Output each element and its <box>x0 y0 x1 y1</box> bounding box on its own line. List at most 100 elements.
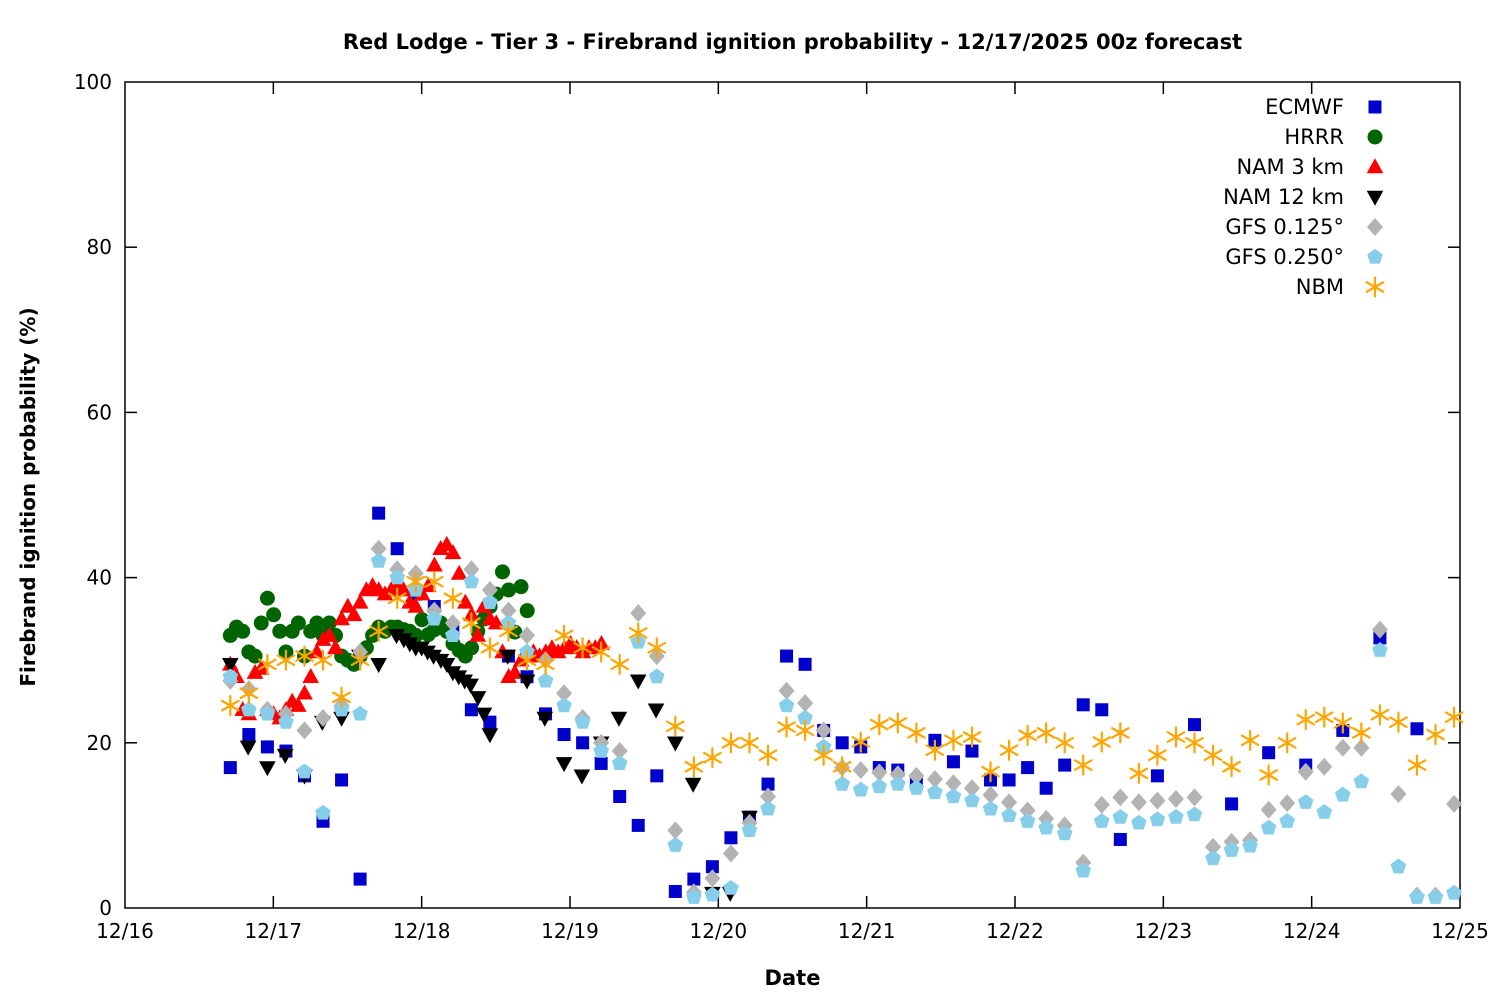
data-point <box>390 542 404 556</box>
data-point <box>372 506 386 520</box>
data-point <box>290 696 307 712</box>
data-point <box>1149 791 1166 810</box>
x-tick-label: 12/20 <box>690 919 748 943</box>
data-point <box>724 831 738 845</box>
data-point <box>795 719 815 742</box>
data-point <box>650 769 664 783</box>
nam-12-km-marker-icon <box>1366 190 1384 206</box>
data-point <box>926 770 943 789</box>
data-point <box>220 695 240 717</box>
data-point <box>1334 738 1351 757</box>
data-point <box>1352 722 1371 744</box>
data-point <box>444 544 462 560</box>
data-point <box>667 837 684 852</box>
data-point <box>537 672 554 688</box>
data-point <box>333 610 350 626</box>
hrrr-marker-icon <box>1367 129 1383 145</box>
data-point <box>239 740 257 756</box>
data-point <box>945 788 962 804</box>
data-point <box>1205 850 1221 866</box>
data-point <box>758 744 778 766</box>
y-tick-label: 20 <box>87 731 112 755</box>
data-point <box>296 763 313 779</box>
data-point <box>239 682 259 704</box>
data-point <box>1262 746 1276 760</box>
data-point <box>999 739 1019 761</box>
legend-label-gfs-0-250: GFS 0.250° <box>1225 245 1344 269</box>
data-point <box>536 653 555 675</box>
data-point <box>1186 806 1203 822</box>
data-point <box>462 612 481 634</box>
data-point <box>1073 754 1093 776</box>
data-point <box>797 694 814 713</box>
data-point <box>295 645 314 667</box>
data-point <box>760 800 776 816</box>
data-point <box>835 736 849 750</box>
data-point <box>740 732 759 754</box>
data-point <box>475 707 493 723</box>
data-point <box>235 623 251 639</box>
data-point <box>741 822 758 837</box>
data-point <box>345 606 363 622</box>
data-point <box>388 629 405 645</box>
data-point <box>705 860 719 874</box>
data-point <box>964 792 980 808</box>
data-point <box>1279 813 1295 828</box>
legend-label-nam-3-km: NAM 3 km <box>1236 155 1344 179</box>
data-point <box>352 705 368 721</box>
data-point <box>576 736 590 750</box>
data-point <box>395 581 412 597</box>
data-point <box>370 552 387 568</box>
plot-border <box>124 81 1461 909</box>
data-point <box>613 789 627 803</box>
data-point <box>647 637 667 659</box>
data-point <box>630 604 647 623</box>
data-point <box>611 742 628 761</box>
data-point <box>1222 756 1241 778</box>
data-point <box>1372 642 1388 657</box>
data-point <box>222 658 239 674</box>
data-point <box>463 573 480 589</box>
data-point <box>445 627 461 643</box>
data-point <box>335 773 349 787</box>
data-point <box>464 703 478 717</box>
data-point <box>982 800 999 816</box>
data-point <box>278 713 294 729</box>
data-point <box>610 653 630 675</box>
data-point <box>889 765 906 784</box>
data-point <box>1166 726 1186 748</box>
data-point <box>574 713 591 729</box>
data-point <box>1148 744 1167 766</box>
data-point <box>667 736 684 752</box>
legend-item-gfs-0-250: GFS 0.250° <box>1223 242 1388 272</box>
data-point <box>1407 754 1427 776</box>
data-point <box>309 615 325 631</box>
data-point <box>438 535 456 551</box>
data-point <box>426 610 443 626</box>
data-point <box>499 620 518 642</box>
data-point <box>483 715 497 729</box>
data-point <box>223 761 237 775</box>
data-point <box>684 777 702 793</box>
data-point <box>462 678 479 694</box>
data-point <box>353 872 367 886</box>
data-point <box>778 697 795 713</box>
data-point <box>1410 722 1424 736</box>
data-point <box>1168 808 1184 824</box>
data-point <box>628 622 648 644</box>
data-point <box>573 637 592 659</box>
data-point <box>469 626 487 642</box>
data-point <box>1370 704 1390 726</box>
data-point <box>834 775 850 791</box>
data-point <box>1001 793 1018 812</box>
data-point <box>944 729 963 751</box>
data-point <box>907 722 926 744</box>
data-point <box>313 649 333 671</box>
data-point <box>482 594 498 610</box>
data-point <box>1335 786 1351 802</box>
data-point <box>1333 712 1353 734</box>
data-point <box>981 761 1000 783</box>
data-point <box>1296 709 1316 731</box>
data-point <box>555 757 573 773</box>
